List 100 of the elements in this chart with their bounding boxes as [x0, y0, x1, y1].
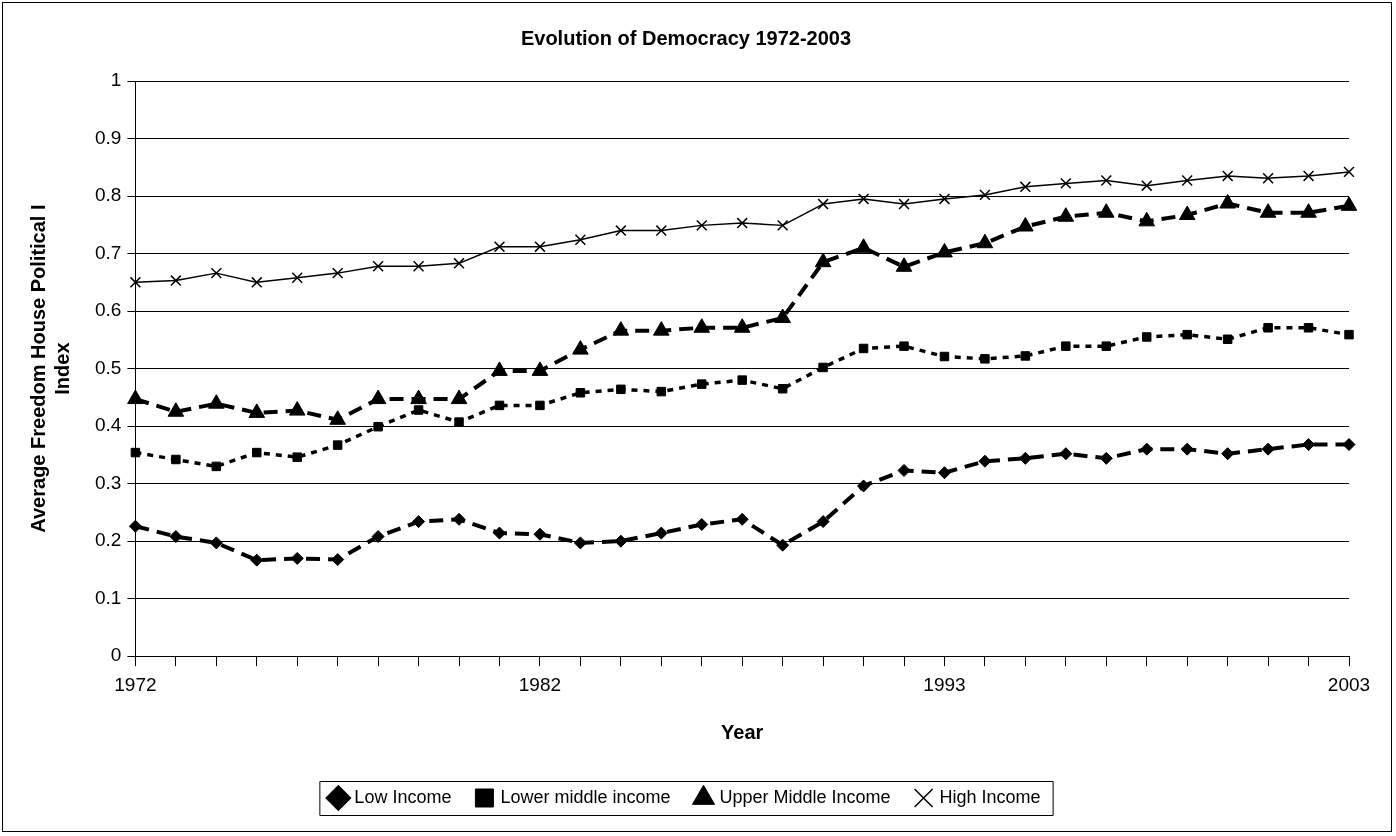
point	[696, 219, 708, 232]
point	[1061, 341, 1071, 351]
point	[534, 240, 546, 253]
point	[1178, 205, 1196, 221]
point	[857, 479, 871, 493]
point	[733, 318, 751, 333]
point	[453, 257, 465, 270]
y-axis-title: Average Freedom House Political I Index	[26, 204, 73, 533]
point	[1138, 211, 1156, 227]
point	[976, 233, 994, 249]
point	[1342, 438, 1356, 452]
point	[899, 341, 909, 351]
point	[1181, 174, 1193, 187]
point	[616, 384, 626, 395]
point	[209, 536, 223, 550]
point	[776, 219, 789, 232]
point	[1263, 323, 1273, 333]
point	[816, 515, 830, 529]
point	[1018, 451, 1032, 465]
point	[1019, 181, 1032, 193]
point	[1340, 196, 1358, 211]
point	[654, 526, 668, 540]
point	[612, 321, 630, 336]
legend-label: Upper Middle Income	[719, 786, 891, 807]
point	[494, 400, 505, 411]
point	[288, 401, 306, 416]
point	[130, 447, 141, 458]
point	[1182, 329, 1192, 340]
y-tick-label: 0.7	[94, 241, 122, 263]
point	[1344, 329, 1354, 340]
point	[291, 272, 303, 284]
point	[1300, 203, 1317, 218]
x-tick-label: 1982	[518, 673, 562, 695]
point	[373, 421, 383, 432]
point	[1180, 442, 1194, 456]
point	[938, 193, 951, 205]
point	[1141, 179, 1153, 192]
point	[980, 354, 990, 364]
point	[127, 389, 144, 405]
point	[167, 402, 185, 417]
point	[452, 512, 466, 526]
point	[454, 417, 464, 427]
legend-label: Lower middle income	[500, 786, 671, 807]
point	[656, 386, 667, 397]
point	[774, 308, 791, 323]
point	[292, 452, 302, 462]
point	[776, 538, 790, 552]
point	[1343, 166, 1355, 178]
point	[169, 530, 183, 544]
point	[171, 454, 181, 465]
legend-label: High Income	[939, 786, 1041, 807]
point	[252, 447, 262, 458]
point	[329, 410, 346, 425]
point	[331, 267, 344, 279]
point	[208, 394, 225, 409]
point	[735, 512, 749, 526]
point	[1097, 203, 1115, 218]
point	[129, 276, 142, 289]
y-tick-label: 0.9	[94, 126, 122, 148]
point	[1141, 332, 1152, 342]
point	[531, 361, 549, 376]
y-tick-label: 0	[110, 644, 122, 666]
point	[372, 260, 384, 272]
point	[250, 553, 264, 567]
y-tick-label: 0.6	[94, 299, 122, 321]
point	[939, 351, 950, 362]
point	[1101, 341, 1112, 351]
point	[170, 274, 182, 287]
point	[211, 461, 222, 472]
point	[1140, 442, 1154, 456]
point	[573, 536, 587, 550]
y-tick-label: 0.3	[94, 471, 122, 493]
point	[1262, 172, 1274, 184]
point	[937, 466, 951, 480]
y-tick-label: 0.1	[94, 586, 122, 608]
point	[450, 389, 468, 405]
chart-title: Evolution of Democracy 1972-2003	[520, 26, 852, 49]
point	[331, 553, 345, 567]
point	[369, 389, 387, 405]
y-tick-label: 1	[110, 69, 122, 91]
point	[1221, 447, 1235, 461]
point	[695, 517, 709, 531]
point	[936, 242, 953, 258]
point	[1060, 177, 1072, 190]
point	[978, 454, 992, 468]
point	[413, 405, 424, 415]
point	[979, 189, 991, 201]
point	[1259, 203, 1277, 218]
point	[614, 534, 628, 548]
point	[897, 463, 911, 477]
point	[575, 388, 586, 398]
y-tick-label: 0.8	[94, 184, 122, 206]
point	[693, 318, 711, 333]
legend-label: Low Income	[354, 786, 452, 807]
point	[1017, 217, 1034, 232]
point	[491, 361, 508, 376]
point	[572, 340, 589, 355]
point	[1221, 170, 1234, 182]
y-tick-label: 0.2	[94, 529, 122, 551]
point	[895, 257, 913, 272]
